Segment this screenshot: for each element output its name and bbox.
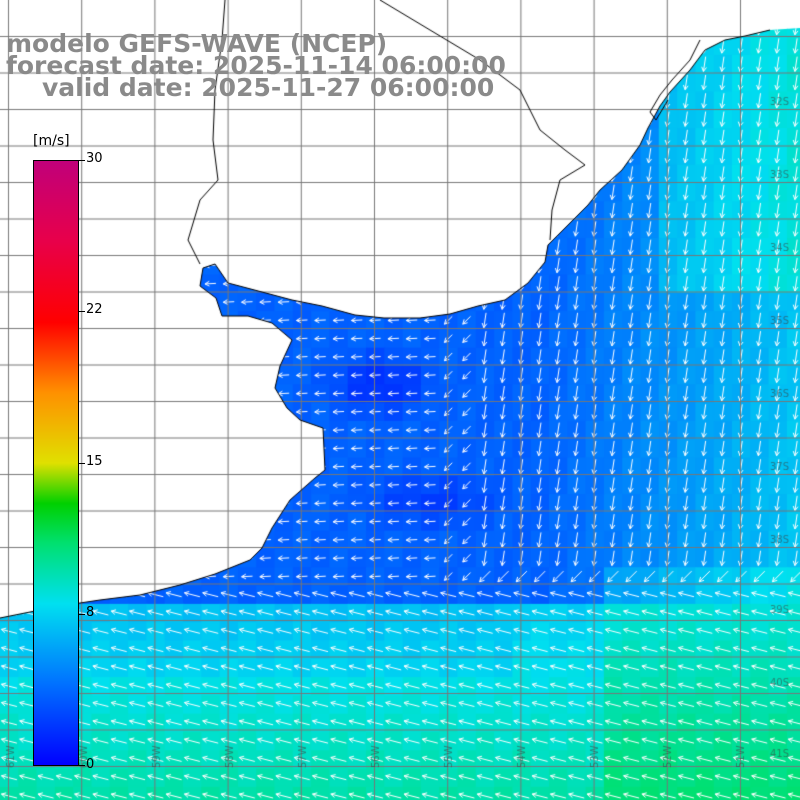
colorbar-tick-30: 30 [86,151,103,166]
colorbar [33,160,79,766]
colorbar-tick-8: 8 [86,605,95,620]
colorbar-tickmark [79,765,85,766]
colorbar-unit-label: [m/s] [33,133,70,149]
valid-date: valid date: 2025-11-27 06:00:00 [42,73,495,102]
colorbar-tickmark [79,160,85,161]
colorbar-tick-0: 0 [86,757,95,772]
forecast-date: forecast date: 2025-11-14 06:00:00 [6,51,506,80]
colorbar-tickmark [79,614,85,615]
colorbar-tickmark [79,463,85,464]
colorbar-tickmark [79,311,85,312]
colorbar-tick-22: 22 [86,302,103,317]
colorbar-tick-15: 15 [86,454,103,469]
model-title: modelo GEFS-WAVE (NCEP) [6,29,388,58]
